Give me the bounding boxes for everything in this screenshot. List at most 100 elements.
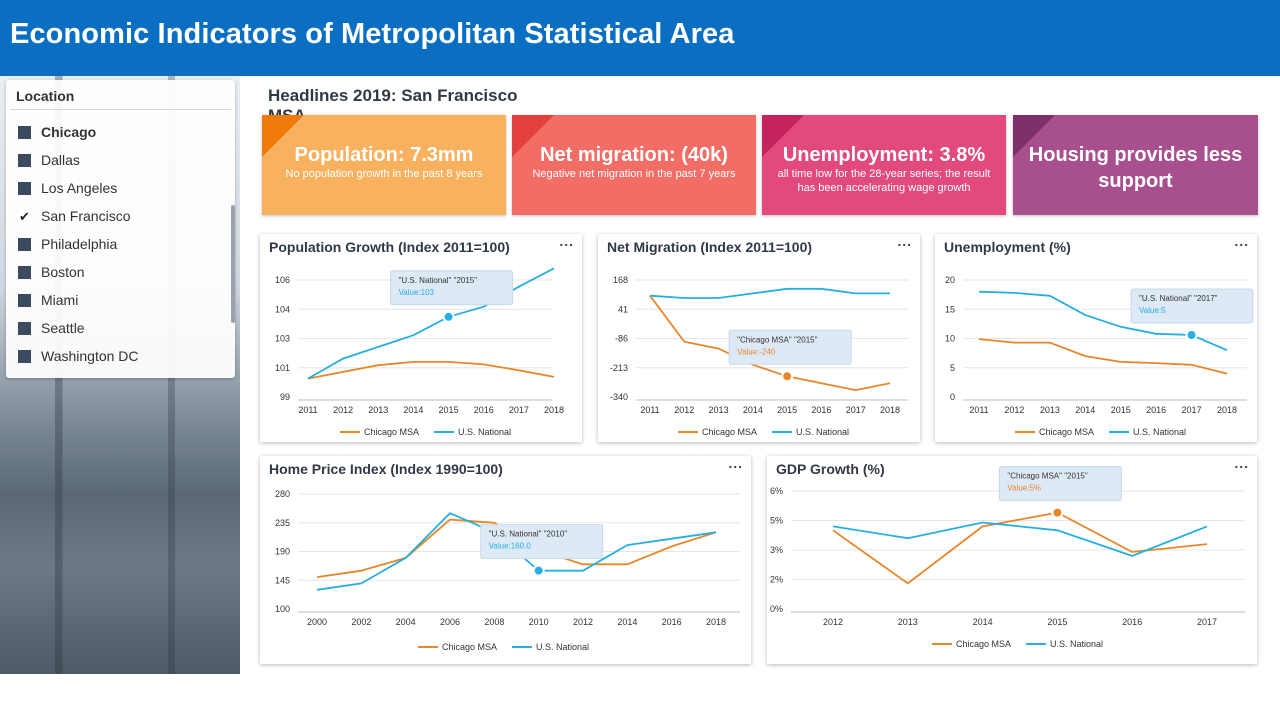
kpi-title: Unemployment: 3.8% <box>782 144 986 166</box>
checkbox-square-icon[interactable] <box>18 153 31 167</box>
highlight-point <box>1185 328 1198 341</box>
legend-label: Chicago MSA <box>1039 427 1094 437</box>
location-option[interactable]: Seattle <box>18 317 85 339</box>
tooltip-label: "Chicago MSA" "2015" <box>1007 472 1087 481</box>
divider <box>10 109 231 110</box>
tooltip-box <box>998 466 1122 502</box>
location-option[interactable]: Chicago <box>18 121 96 143</box>
y-tick-label: 15 <box>945 304 955 314</box>
location-option[interactable]: Boston <box>18 261 85 283</box>
x-tick-label: 2013 <box>898 617 918 627</box>
y-tick-label: 99 <box>280 392 290 402</box>
y-tick-label: 20 <box>945 275 955 285</box>
kpi-subtitle: all time low for the 28-year series; the… <box>777 168 991 194</box>
chart-gdp: 0% 2% 3% 5% 6% 2012 2013 2014 2015 2016 2017 Chicag… <box>770 466 1245 649</box>
title-bar: Economic Indicators of Metropolitan Stat… <box>0 0 1280 76</box>
location-label: Boston <box>41 264 85 280</box>
kpi-card: Population: 7.3mm No population growth in… <box>262 115 506 215</box>
chart-card-migration: Net Migration (Index 2011=100) ... -340-… <box>598 233 920 442</box>
more-options-button[interactable]: ... <box>728 455 743 471</box>
chart-card-unemployment: Unemployment (%) ... 0 5 10 15 20 2011 2012 201… <box>935 233 1257 442</box>
x-tick-label: 2012 <box>573 617 593 627</box>
legend-label: U.S. National <box>1133 427 1186 437</box>
location-option[interactable]: Miami <box>18 289 78 311</box>
legend-label: U.S. National <box>796 427 849 437</box>
tooltip-label: "U.S. National" "2010" <box>489 530 568 539</box>
checkbox-square-icon[interactable] <box>18 125 31 139</box>
kpi-subtitle: Negative net migration in the past 7 yea… <box>532 168 736 180</box>
chart-card-homeprice: Home Price Index (Index 1990=100) ... 10… <box>260 455 751 664</box>
x-tick-label: 2012 <box>674 405 694 415</box>
chart-card-population: Population Growth (Index 2011=100) ... 9… <box>260 233 582 442</box>
location-option[interactable]: ✔ San Francisco <box>18 205 130 227</box>
x-tick-label: 2018 <box>1217 405 1237 415</box>
chart-unemployment: 0 5 10 15 20 2011 2012 2013 2014 2015 2016 2017 2018… <box>945 275 1254 437</box>
x-tick-label: 2014 <box>973 617 993 627</box>
series-line-chicago <box>978 338 1228 375</box>
legend-label: U.S. National <box>1050 639 1103 649</box>
x-tick-label: 2018 <box>544 405 564 415</box>
series-line-us <box>832 521 1208 557</box>
y-tick-label: 168 <box>613 275 628 285</box>
more-options-button[interactable]: ... <box>1234 233 1249 249</box>
x-tick-label: 2013 <box>1040 405 1060 415</box>
x-tick-label: 2014 <box>617 617 637 627</box>
highlight-point <box>781 370 794 383</box>
location-option[interactable]: Dallas <box>18 149 80 171</box>
chart-title: Unemployment (%) <box>944 239 1071 255</box>
highlight-point <box>442 310 455 323</box>
checkbox-square-icon[interactable] <box>18 237 31 251</box>
sidebar-scrollbar[interactable] <box>231 205 235 323</box>
tooltip-value: Value:160.0 <box>489 542 532 551</box>
location-label: Seattle <box>41 320 85 336</box>
checkbox-square-icon[interactable] <box>18 293 31 307</box>
location-filter-header: Location <box>16 88 75 104</box>
series-line-chicago <box>307 361 555 380</box>
legend-label: Chicago MSA <box>364 427 419 437</box>
chart-migration: -340 -213 -86 41 168 2011 2012 2013 2014 2015 2016… <box>610 275 908 437</box>
x-tick-label: 2011 <box>640 405 659 415</box>
highlight-point <box>1051 506 1064 519</box>
legend-label: U.S. National <box>536 642 589 652</box>
location-option[interactable]: Washington DC <box>18 345 139 367</box>
y-tick-label: 41 <box>618 304 628 314</box>
y-tick-label: 5% <box>770 516 783 526</box>
checkbox-checked-icon[interactable]: ✔ <box>19 208 30 224</box>
location-label: Los Angeles <box>41 180 118 196</box>
chart-title: Net Migration (Index 2011=100) <box>607 239 813 255</box>
corner-accent-icon <box>262 115 304 157</box>
x-tick-label: 2016 <box>1146 405 1166 415</box>
checkbox-square-icon[interactable] <box>18 181 31 195</box>
more-options-button[interactable]: ... <box>897 233 912 249</box>
kpi-title: Population: 7.3mm <box>294 144 474 166</box>
checkbox-square-icon[interactable] <box>18 265 31 279</box>
checkbox-square-icon[interactable] <box>18 321 31 335</box>
location-option[interactable]: Philadelphia <box>18 233 117 255</box>
more-options-button[interactable]: ... <box>559 233 574 249</box>
checkbox-square-icon[interactable] <box>18 349 31 363</box>
kpi-card: Net migration: (40k) Negative net migrati… <box>512 115 756 215</box>
location-label: Philadelphia <box>41 236 118 252</box>
x-tick-label: 2014 <box>743 405 763 415</box>
location-option[interactable]: Los Angeles <box>18 177 117 199</box>
series-line-chicago <box>649 295 891 392</box>
x-tick-label: 2017 <box>509 405 529 415</box>
x-tick-label: 2016 <box>474 405 494 415</box>
tooltip-box <box>480 524 604 560</box>
chart-population: 99 101 103 104 106 2011 2012 2013 2014 2015 2016 20… <box>275 267 564 437</box>
y-tick-label: -213 <box>610 363 628 373</box>
x-tick-label: 2018 <box>706 617 726 627</box>
location-filter-panel: Location Chicago Dallas Los Angeles ✔ San Fr… <box>6 80 235 378</box>
tooltip-value: Value:103 <box>399 288 435 297</box>
chart-title: Home Price Index (Index 1990=100) <box>269 461 503 477</box>
x-tick-label: 2015 <box>1047 617 1067 627</box>
location-label: Miami <box>41 292 79 308</box>
tooltip-value: Value:5% <box>1007 484 1041 493</box>
x-tick-label: 2017 <box>1182 405 1202 415</box>
x-tick-label: 2013 <box>709 405 729 415</box>
corner-accent-icon <box>762 115 804 157</box>
more-options-button[interactable]: ... <box>1234 455 1249 471</box>
location-label: Washington DC <box>41 348 139 364</box>
y-tick-label: 100 <box>275 604 290 614</box>
tooltip-label: "U.S. National" "2017" <box>1139 294 1218 303</box>
